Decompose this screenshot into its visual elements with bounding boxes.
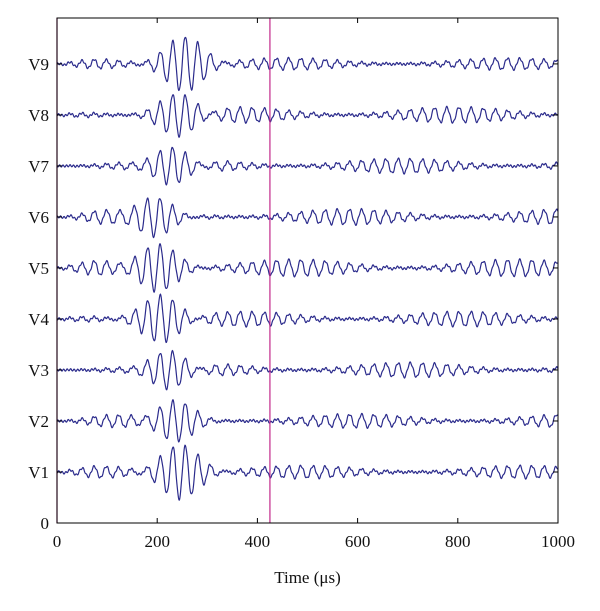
x-tick-label: 1000 — [541, 532, 575, 551]
y-tick-label: V7 — [28, 157, 49, 176]
y-tick-label: V8 — [28, 106, 49, 125]
trace-v6 — [56, 197, 559, 239]
trace-v2 — [56, 399, 559, 443]
plot-frame — [56, 17, 559, 524]
x-tick-label: 600 — [345, 532, 371, 551]
x-axis-label: Time (μs) — [274, 568, 341, 587]
x-tick-label: 0 — [53, 532, 62, 551]
x-tick-label: 800 — [445, 532, 471, 551]
x-tick-label: 400 — [245, 532, 271, 551]
traces — [56, 36, 559, 501]
y-tick-label: V2 — [28, 412, 49, 431]
x-tick-label: 200 — [144, 532, 170, 551]
y-tick-label: V6 — [28, 208, 49, 227]
y-tick-label: V5 — [28, 259, 49, 278]
y-tick-label: V3 — [28, 361, 49, 380]
trace-v4 — [56, 293, 558, 344]
y-tick-label: V4 — [28, 310, 49, 329]
trace-v5 — [56, 243, 559, 294]
trace-v8 — [56, 94, 559, 139]
y-tick-label: V1 — [28, 463, 49, 482]
trace-v3 — [56, 349, 559, 391]
trace-v1 — [56, 444, 558, 501]
ticks: 0 200 400 600 800 1000 0 V1 V2 V3 V4 V5 V6 V7 V8 V9 — [28, 18, 575, 551]
y-tick-label: 0 — [41, 514, 50, 533]
trace-v7 — [56, 146, 559, 186]
y-tick-label: V9 — [28, 55, 49, 74]
trace-v9 — [56, 36, 559, 92]
